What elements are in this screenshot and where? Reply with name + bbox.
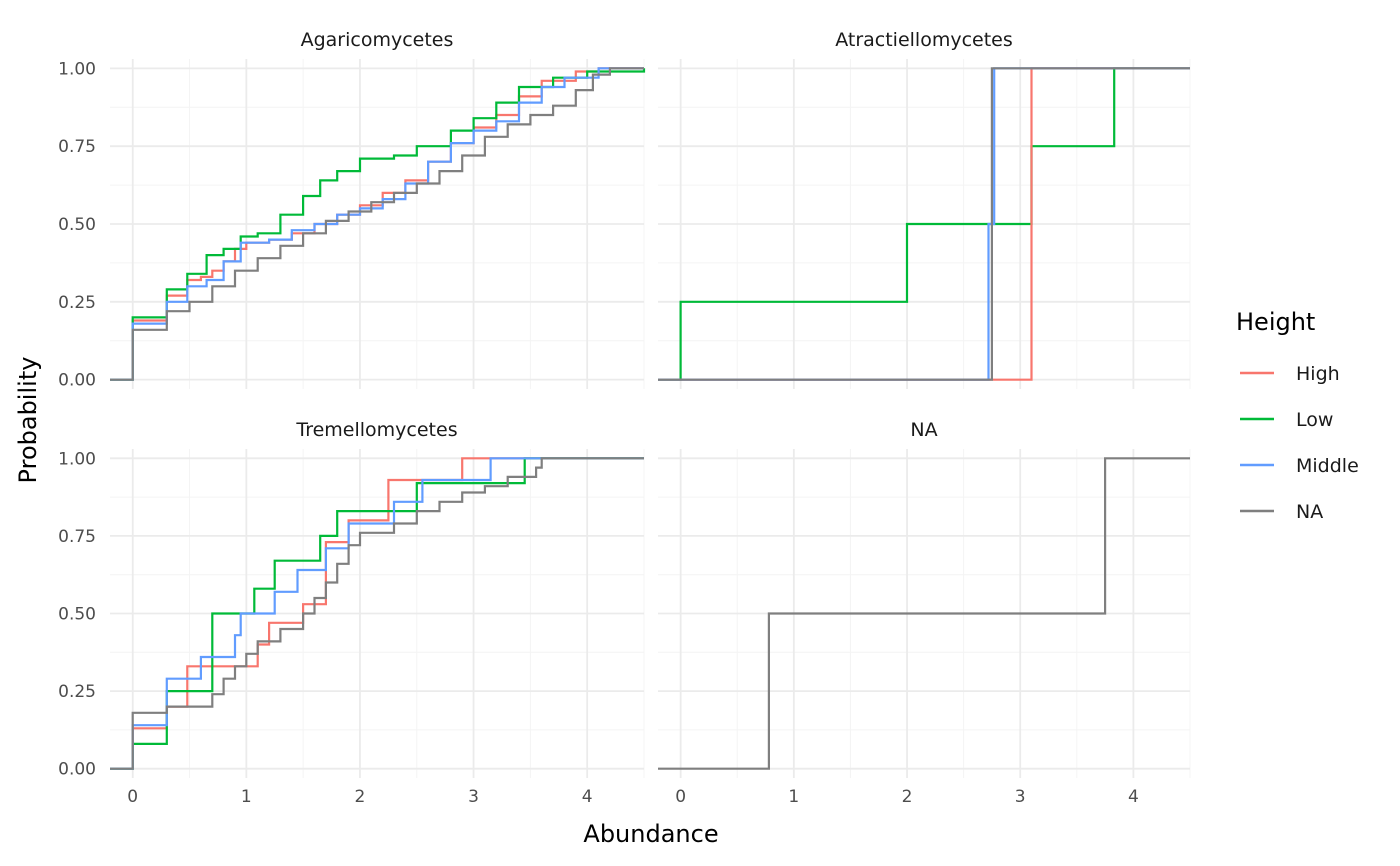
- y-tick-label: 0.50: [58, 605, 96, 625]
- x-tick-label: 2: [355, 787, 366, 807]
- x-tick-label: 1: [788, 787, 799, 807]
- legend-label: High: [1296, 363, 1340, 385]
- series-line-na: [110, 67, 644, 381]
- legend-label: NA: [1296, 501, 1323, 523]
- panel-title: NA: [910, 419, 937, 441]
- panel-title: Atractiellomycetes: [835, 29, 1013, 51]
- x-tick-label: 4: [1128, 787, 1139, 807]
- panel-title: Agaricomycetes: [301, 29, 454, 51]
- panel-3: Tremellomycetes 0 1 2 3 4 0.00 0.25 0.50 0.75 1.00: [58, 419, 645, 807]
- axis-titles: Abundance Probability: [14, 357, 719, 848]
- x-axis-title: Abundance: [583, 820, 718, 848]
- y-tick-label: 0.00: [58, 760, 96, 780]
- series-line-middle: [110, 457, 644, 770]
- legend: Height High Low Middle NA: [1236, 308, 1359, 523]
- y-tick-label: 1.00: [58, 59, 96, 79]
- y-tick-label: 0.00: [58, 371, 96, 391]
- x-tick-label: 2: [902, 787, 913, 807]
- y-tick-label: 1.00: [58, 449, 96, 469]
- x-tick-label: 3: [468, 787, 479, 807]
- legend-title: Height: [1236, 308, 1315, 336]
- legend-entry: High: [1240, 363, 1340, 385]
- x-tick-label: 1: [241, 787, 252, 807]
- series-line-low: [110, 457, 644, 770]
- panel-1: Agaricomycetes 0.00 0.25 0.50 0.75 1.00: [58, 29, 646, 391]
- panel-2: Atractiellomycetes: [658, 29, 1191, 389]
- legend-label: Low: [1296, 409, 1333, 431]
- legend-entry: NA: [1240, 501, 1323, 523]
- x-tick-label: 3: [1015, 787, 1026, 807]
- legend-entry: Middle: [1240, 455, 1359, 477]
- legend-label: Middle: [1296, 455, 1359, 477]
- series-line-na: [658, 67, 1190, 381]
- y-tick-label: 0.50: [58, 215, 96, 235]
- legend-entries: High Low Middle NA: [1240, 363, 1359, 523]
- series-line-low: [658, 67, 1190, 381]
- y-tick-label: 0.25: [58, 682, 96, 702]
- panel-title: Tremellomycetes: [295, 419, 457, 441]
- y-axis-title: Probability: [14, 357, 42, 484]
- legend-entry: Low: [1240, 409, 1333, 431]
- y-tick-label: 0.25: [58, 293, 96, 313]
- series-line-na: [110, 457, 644, 770]
- y-tick-label: 0.75: [58, 137, 96, 157]
- y-tick-label: 0.75: [58, 527, 96, 547]
- x-tick-label: 0: [675, 787, 686, 807]
- series-line-na: [658, 457, 1190, 770]
- x-tick-label: 0: [127, 787, 138, 807]
- x-tick-label: 4: [582, 787, 593, 807]
- panels-layer: Agaricomycetes 0.00 0.25 0.50 0.75 1.00 Atract…: [58, 29, 1191, 807]
- panel-4: NA 0 1 2 3 4: [658, 419, 1191, 807]
